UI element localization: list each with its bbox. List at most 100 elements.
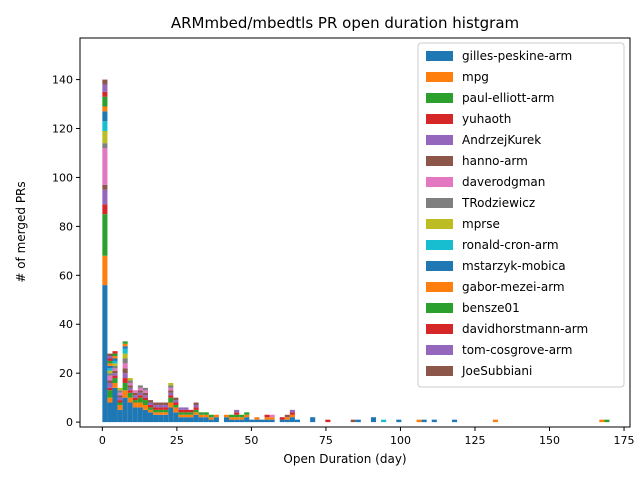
bar-segment — [102, 255, 108, 286]
bar-segment — [452, 419, 458, 423]
legend-box — [417, 42, 625, 388]
bar-segment — [117, 397, 123, 401]
bar-segment — [229, 414, 235, 418]
x-tick-label: 150 — [539, 434, 560, 447]
legend-label: mpg — [462, 70, 489, 84]
bar-segment — [102, 111, 108, 122]
bar-segment — [122, 348, 128, 354]
bar-segment — [117, 400, 123, 403]
bar-segment — [117, 402, 123, 405]
bar-segment — [112, 375, 118, 379]
bar-segment — [112, 370, 118, 374]
bar-segment — [127, 380, 133, 383]
bar-segment — [168, 397, 174, 403]
bar-segment — [279, 419, 285, 423]
bar-segment — [239, 417, 245, 420]
bar-segment — [117, 395, 123, 398]
legend-label: mstarzyk-mobica — [462, 259, 566, 273]
legend-label: TRodziewicz — [461, 196, 535, 210]
bar-segment — [203, 412, 209, 415]
bar-segment — [244, 417, 250, 423]
legend-swatch — [426, 177, 453, 187]
bar-segment — [213, 417, 219, 423]
bar-segment — [203, 417, 209, 423]
bar-segment — [163, 412, 169, 415]
bar-segment — [254, 417, 260, 420]
bar-segment — [284, 417, 290, 420]
y-tick-label: 80 — [59, 220, 73, 233]
bar-segment — [158, 409, 164, 413]
legend-label: paul-elliott-arm — [462, 91, 554, 105]
bar-segment — [112, 363, 118, 366]
bar-segment — [142, 390, 148, 393]
bar-segment — [244, 412, 250, 415]
bar-segment — [153, 412, 159, 415]
bar-segment — [234, 409, 240, 413]
bar-segment — [153, 414, 159, 423]
bar-segment — [153, 402, 159, 405]
legend-swatch — [426, 345, 453, 355]
bar-segment — [107, 365, 113, 369]
bar-segment — [168, 395, 174, 398]
legend-swatch — [426, 198, 453, 208]
bar-segment — [102, 79, 108, 85]
bar-segment — [173, 404, 179, 408]
bar-segment — [132, 392, 138, 396]
bar-segment — [112, 360, 118, 364]
bar-segment — [153, 409, 159, 413]
bar-segment — [127, 397, 133, 403]
bar-segment — [107, 373, 113, 376]
bar-segment — [168, 407, 174, 423]
bar-segment — [264, 417, 270, 420]
bar-segment — [158, 407, 164, 410]
bar-segment — [127, 387, 133, 391]
bar-segment — [183, 407, 189, 410]
bar-segment — [193, 412, 199, 415]
bar-segment — [259, 419, 265, 423]
bar-segment — [163, 407, 169, 410]
bar-segment — [289, 412, 295, 415]
legend-label: hanno-arm — [462, 154, 528, 168]
bar-segment — [254, 419, 260, 423]
legend-label: JoeSubbiani — [461, 364, 532, 378]
bar-segment — [264, 414, 270, 418]
bar-segment — [142, 404, 148, 410]
bar-segment — [112, 356, 118, 359]
bar-segment — [168, 387, 174, 391]
bar-segment — [294, 419, 300, 423]
bar-segment — [355, 419, 361, 423]
bar-segment — [122, 358, 128, 364]
bar-segment — [112, 378, 118, 383]
bar-segment — [137, 385, 143, 388]
bar-segment — [234, 414, 240, 418]
bar-segment — [112, 365, 118, 369]
bar-segment — [183, 412, 189, 415]
bar-segment — [107, 370, 113, 374]
bar-segment — [173, 407, 179, 413]
bar-segment — [289, 414, 295, 418]
bar-segment — [163, 409, 169, 413]
bar-segment — [173, 412, 179, 423]
legend-swatch — [426, 93, 453, 103]
bar-segment — [153, 407, 159, 410]
bar-segment — [142, 397, 148, 401]
bar-segment — [198, 414, 204, 418]
y-tick-label: 140 — [52, 74, 73, 87]
legend-swatch — [426, 282, 453, 292]
x-tick-label: 175 — [614, 434, 635, 447]
legend: gilles-peskine-arm mpg paul-elliott-arm yuh… — [417, 42, 625, 388]
bar-segment — [147, 404, 154, 408]
bar-segment — [122, 397, 128, 423]
bar-segment — [132, 397, 138, 401]
bar-segment — [604, 419, 610, 423]
bar-segment — [137, 390, 143, 393]
bar-segment — [168, 382, 174, 386]
bar-segment — [158, 414, 164, 423]
bar-segment — [107, 382, 113, 388]
bar-segment — [142, 409, 148, 423]
bar-segment — [234, 412, 240, 415]
bar-segment — [289, 417, 295, 423]
bar-segment — [112, 382, 118, 388]
bar-segment — [269, 414, 275, 418]
legend-swatch — [426, 156, 453, 166]
